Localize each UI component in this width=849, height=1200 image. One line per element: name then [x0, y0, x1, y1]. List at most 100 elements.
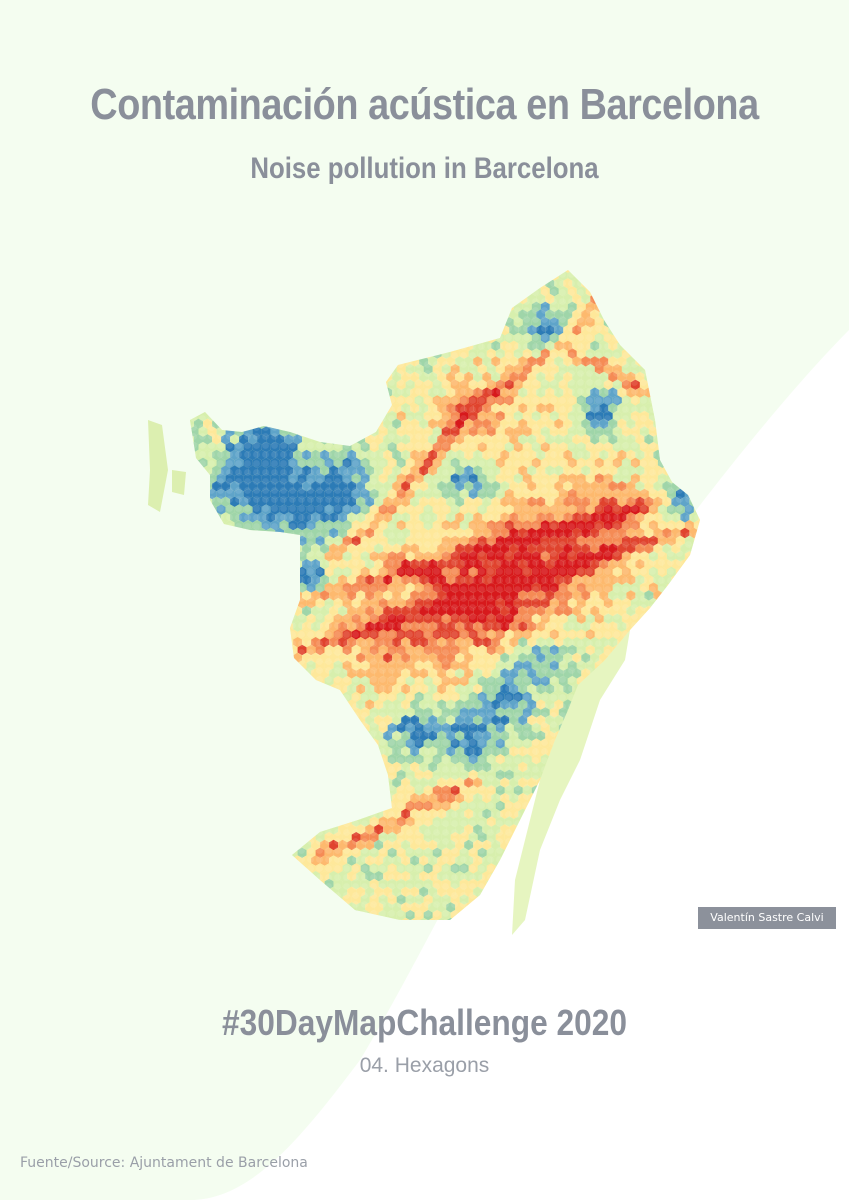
hexagon	[198, 769, 208, 780]
hexagon	[163, 255, 172, 265]
hexagon	[163, 848, 172, 858]
hexagon	[140, 590, 149, 600]
hexagon	[266, 543, 276, 554]
hexagon	[693, 410, 700, 422]
hexagon	[288, 395, 298, 406]
hexagon	[338, 761, 348, 773]
hexagon	[239, 730, 249, 741]
hexagon	[266, 371, 276, 383]
hexagon	[252, 613, 262, 624]
hexagon	[158, 824, 167, 834]
hexagon	[154, 660, 163, 670]
hexagon	[293, 777, 303, 788]
hexagon	[284, 293, 294, 305]
hexagon	[207, 379, 217, 390]
hexagon	[216, 660, 226, 671]
hexagon	[302, 325, 312, 336]
hexagon	[401, 340, 411, 351]
hexagon	[684, 426, 694, 437]
hexagon	[163, 270, 172, 280]
hexagon	[181, 801, 190, 811]
hexagon	[630, 332, 640, 344]
hexagon	[261, 535, 271, 546]
hexagon	[181, 348, 190, 358]
hexagon	[176, 263, 185, 273]
hexagon	[136, 286, 145, 296]
hexagon	[315, 707, 325, 718]
hexagon	[181, 520, 190, 530]
hexagon	[703, 442, 712, 452]
hexagon	[302, 761, 312, 773]
hexagon	[378, 364, 388, 375]
hexagon	[261, 847, 271, 858]
hexagon	[315, 722, 325, 734]
hexagon	[243, 566, 253, 578]
hexagon	[338, 730, 348, 741]
hexagon	[216, 582, 226, 593]
hexagon	[383, 340, 393, 351]
hexagon	[136, 629, 145, 639]
hexagon	[176, 824, 185, 834]
hexagon	[284, 605, 294, 617]
hexagon	[500, 278, 510, 289]
hexagon	[225, 364, 235, 375]
hexagon	[167, 356, 176, 366]
hexagon	[158, 653, 167, 663]
hexagon	[680, 340, 690, 351]
hexagon	[352, 255, 361, 265]
hexagon	[154, 551, 163, 561]
hexagon	[216, 332, 226, 344]
hexagon	[172, 816, 181, 826]
hexagon	[181, 738, 190, 748]
hexagon	[288, 379, 298, 390]
hexagon	[261, 613, 271, 624]
hexagon	[284, 855, 294, 866]
hexagon	[181, 458, 190, 468]
hexagon	[149, 715, 158, 725]
hexagon	[356, 418, 366, 429]
hexagon	[252, 582, 262, 593]
hexagon	[311, 270, 321, 273]
hexagon	[703, 348, 712, 358]
hexagon	[172, 660, 181, 670]
hexagon	[234, 566, 244, 578]
hexagon	[221, 356, 231, 367]
hexagon	[266, 793, 276, 804]
hexagon	[190, 738, 199, 749]
hexagon	[297, 286, 307, 297]
hexagon	[666, 348, 676, 359]
hexagon	[275, 824, 285, 835]
hexagon	[252, 847, 262, 858]
hexagon	[158, 684, 167, 694]
hexagon	[342, 800, 352, 812]
hexagon	[622, 255, 631, 265]
hexagon	[311, 371, 321, 383]
hexagon	[662, 449, 672, 461]
hexagon	[198, 676, 208, 687]
hexagon	[163, 333, 172, 343]
hexagon	[230, 637, 240, 648]
hexagon	[450, 286, 460, 297]
hexagon	[378, 379, 388, 390]
hexagon	[239, 325, 249, 336]
hexagon	[252, 379, 262, 390]
hexagon	[486, 286, 496, 297]
hexagon	[203, 605, 213, 617]
hexagon	[275, 574, 285, 585]
hexagon	[365, 278, 375, 289]
hexagon	[145, 582, 154, 592]
hexagon	[190, 824, 194, 835]
hexagon	[428, 309, 438, 320]
hexagon	[383, 325, 393, 336]
hexagon	[252, 364, 262, 375]
hexagon	[221, 668, 231, 679]
hexagon	[216, 754, 226, 765]
hexagon	[698, 278, 700, 289]
hexagon	[140, 341, 149, 351]
hexagon	[680, 465, 690, 476]
hexagon	[275, 839, 285, 851]
hexagon	[315, 426, 325, 437]
hexagon	[680, 481, 690, 492]
hexagon	[347, 434, 357, 445]
hexagon	[136, 364, 145, 374]
